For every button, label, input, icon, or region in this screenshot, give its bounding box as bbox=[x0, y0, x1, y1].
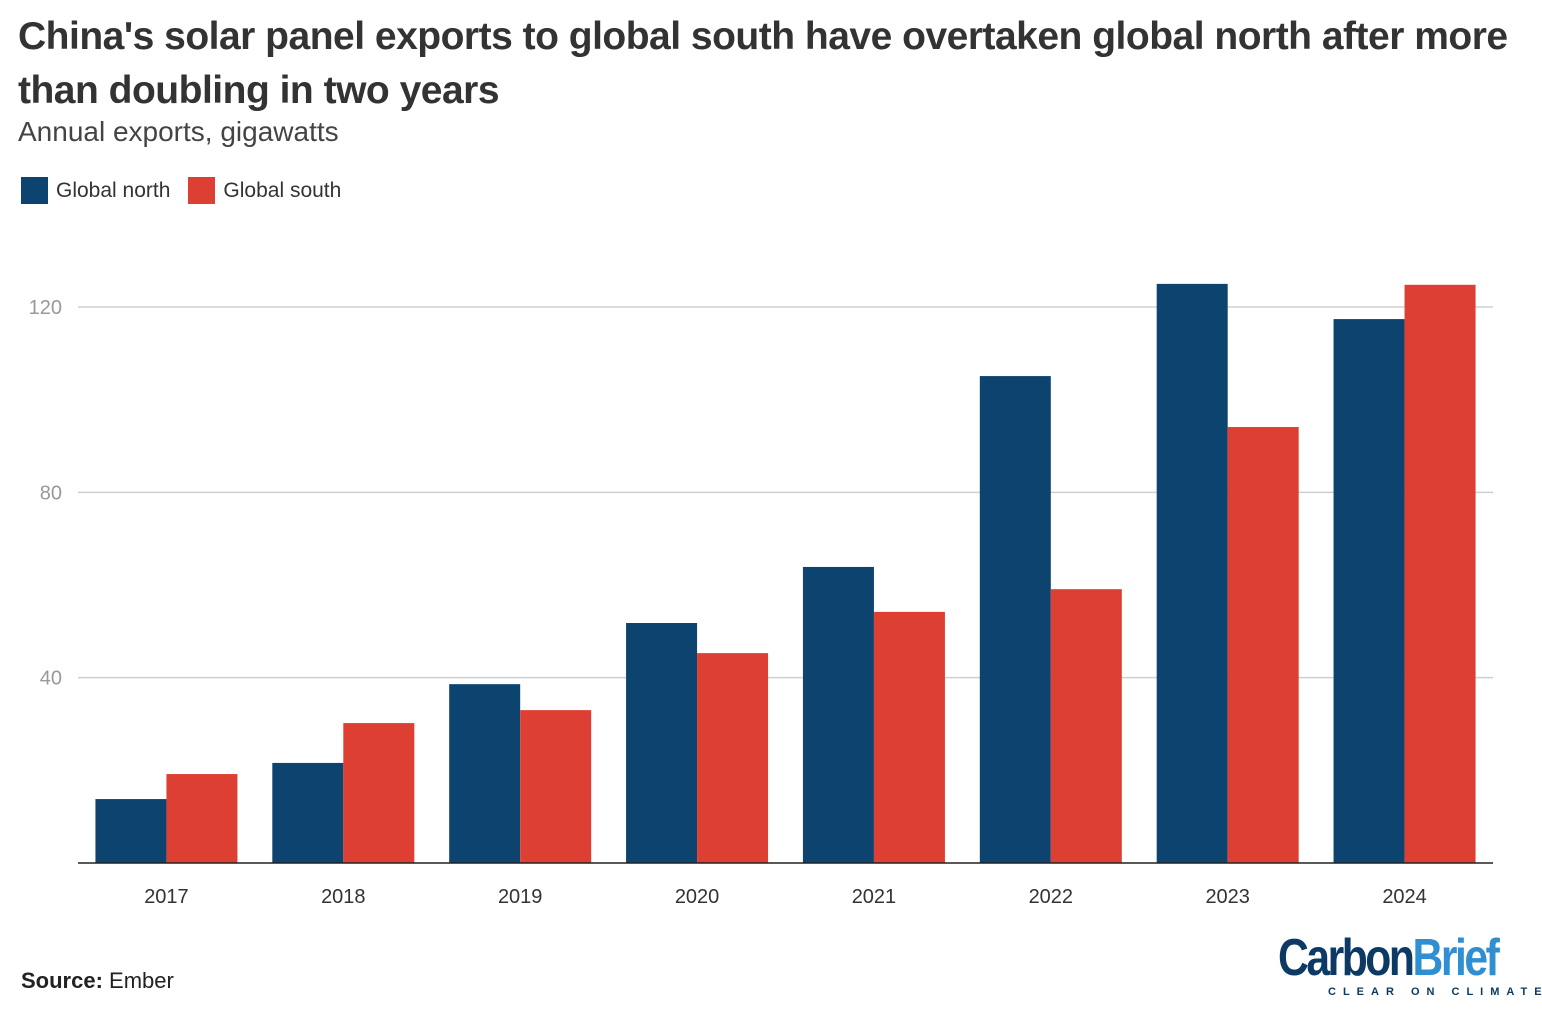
legend-swatch-south bbox=[188, 177, 216, 204]
bar-south-2023 bbox=[1227, 427, 1299, 863]
legend: Global north Global south bbox=[21, 177, 341, 204]
bar-north-2021 bbox=[802, 566, 874, 863]
bar-south-2017 bbox=[166, 774, 238, 863]
bar-north-2018 bbox=[272, 762, 344, 863]
bar-south-2022 bbox=[1050, 589, 1122, 863]
legend-item-north: Global north bbox=[21, 177, 170, 204]
logo-part1: Carbon bbox=[1278, 929, 1415, 987]
chart-subtitle: Annual exports, gigawatts bbox=[18, 116, 339, 147]
bar-north-2017 bbox=[95, 799, 167, 863]
logo-part2: Brief bbox=[1412, 929, 1499, 987]
bar-north-2024 bbox=[1333, 319, 1405, 863]
legend-swatch-north bbox=[21, 177, 48, 204]
bar-north-2019 bbox=[449, 684, 521, 863]
chart-title: China's solar panel exports to global so… bbox=[18, 15, 1508, 112]
x-tick-label: 2021 bbox=[852, 886, 897, 908]
y-tick-label: 80 bbox=[40, 482, 62, 504]
x-tick-label: 2017 bbox=[144, 886, 189, 908]
carbonbrief-logo: CarbonBrief CLEAR ON CLIMATE bbox=[1278, 932, 1542, 998]
bar-south-2019 bbox=[520, 710, 592, 863]
source-label: Source: bbox=[21, 968, 103, 993]
bar-north-2023 bbox=[1156, 283, 1228, 863]
x-tick-label: 2018 bbox=[321, 886, 366, 908]
bar-north-2020 bbox=[626, 623, 698, 863]
source-note: Source: Ember bbox=[21, 968, 174, 994]
bar-north-2022 bbox=[979, 376, 1051, 863]
x-tick-label: 2024 bbox=[1382, 886, 1427, 908]
logo-tagline: CLEAR ON CLIMATE bbox=[1328, 986, 1542, 998]
x-tick-label: 2020 bbox=[675, 886, 720, 908]
x-tick-label: 2023 bbox=[1205, 886, 1250, 908]
legend-label-north: Global north bbox=[56, 178, 171, 202]
y-tick-label: 40 bbox=[40, 668, 62, 690]
legend-item-south: Global south bbox=[188, 177, 341, 204]
bar-south-2018 bbox=[343, 723, 415, 863]
legend-label-south: Global south bbox=[223, 178, 342, 202]
x-tick-label: 2019 bbox=[498, 886, 543, 908]
x-tick-label: 2022 bbox=[1029, 886, 1074, 908]
bar-south-2021 bbox=[873, 611, 945, 863]
source-value: Ember bbox=[109, 968, 174, 993]
bar-south-2024 bbox=[1404, 284, 1476, 863]
y-tick-label: 120 bbox=[29, 297, 62, 319]
bar-south-2020 bbox=[697, 653, 769, 863]
